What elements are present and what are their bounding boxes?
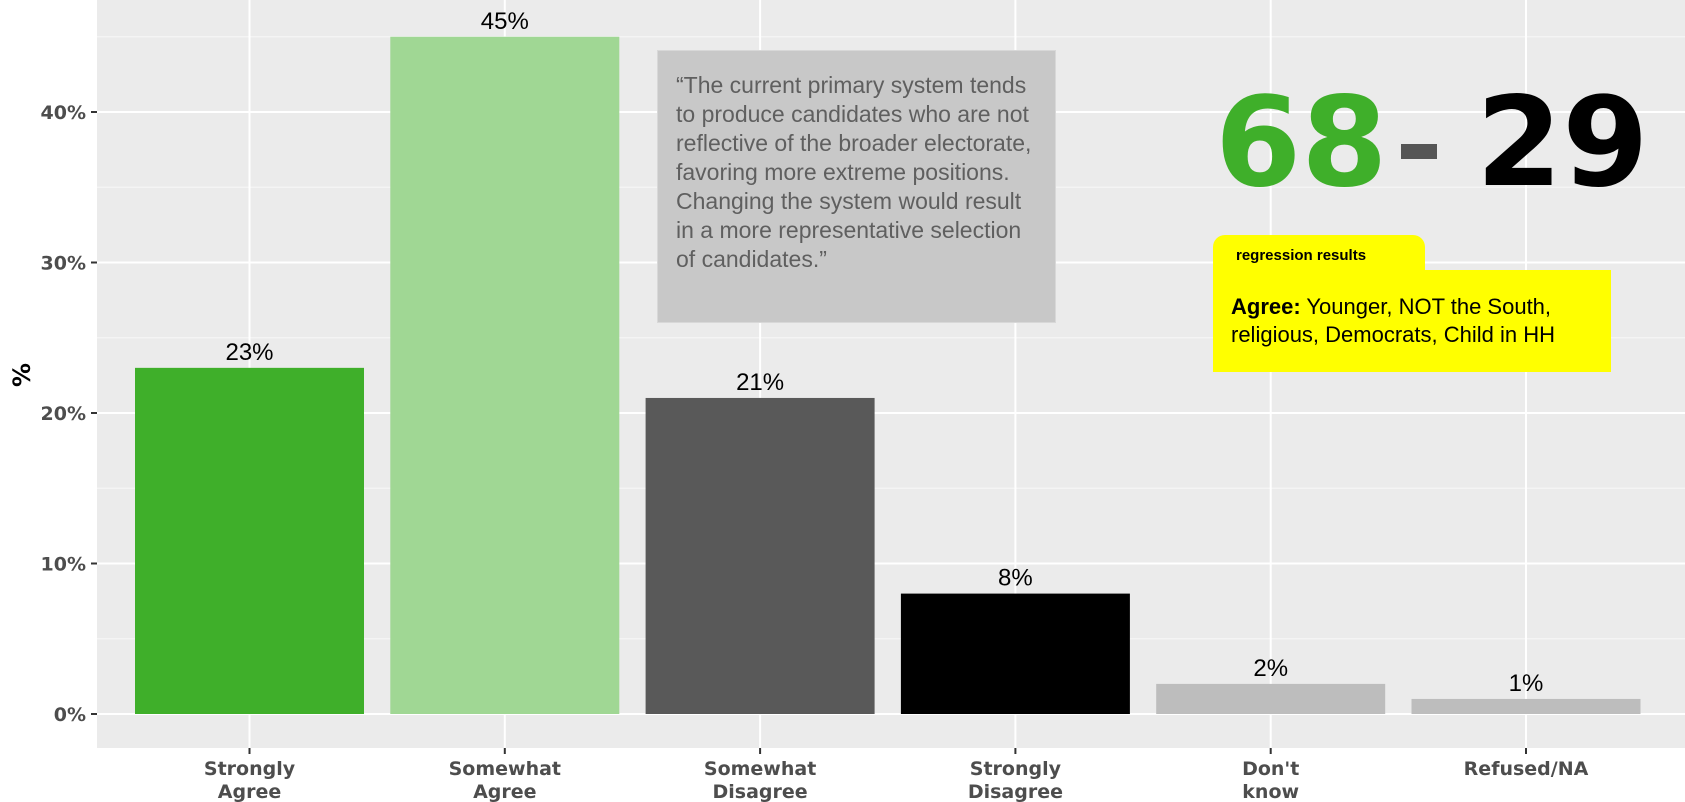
quote-box: “The current primary system tends to pro… — [657, 50, 1056, 323]
y-tick-label: 30% — [41, 253, 86, 275]
bar — [900, 593, 1130, 714]
regression-heading: Agree: — [1231, 294, 1301, 319]
bar — [1411, 698, 1641, 714]
bar-data-label: 45% — [481, 8, 529, 35]
quote-text: “The current primary system tends to pro… — [676, 72, 1032, 272]
y-axis-title: % — [8, 363, 36, 387]
y-tick-label: 10% — [41, 554, 86, 576]
y-tick-label: 40% — [41, 102, 86, 124]
bar-labels: 23% 45% 21% 8% 2% 1% — [225, 8, 1543, 697]
y-tick-label: 20% — [41, 403, 86, 425]
regression-text: Younger, NOT the South, religious, Democ… — [1231, 294, 1555, 347]
y-axis: 0% 10% 20% 30% 40% — [41, 102, 97, 726]
x-tick-label: Don't know — [1242, 758, 1299, 802]
bars — [135, 36, 1641, 714]
score-separator — [1401, 144, 1437, 159]
x-tick-label: Somewhat Agree — [449, 758, 561, 802]
bar-data-label: 23% — [225, 339, 273, 366]
x-axis: Strongly Agree Somewhat Agree Somewhat Disagr… — [204, 748, 1589, 802]
bar — [645, 397, 875, 714]
x-tick-label: Strongly Agree — [204, 758, 296, 802]
regression-box: Agree: Younger, NOT the South, religious… — [1213, 270, 1611, 372]
bar — [1156, 683, 1386, 714]
x-tick-label: Refused/NA — [1464, 758, 1589, 780]
y-tick-label: 0% — [54, 704, 86, 726]
bar-data-label: 2% — [1253, 655, 1288, 682]
bar-data-label: 21% — [736, 369, 784, 396]
x-tick-label: Somewhat Disagree — [704, 758, 816, 802]
regression-tab: regression results — [1213, 235, 1425, 273]
score-agree: 68 — [1215, 71, 1388, 215]
bar-data-label: 8% — [998, 565, 1033, 592]
regression-tab-label: regression results — [1236, 247, 1367, 264]
bar — [390, 36, 620, 714]
x-tick-label: Strongly Disagree — [968, 758, 1063, 802]
score-disagree: 29 — [1476, 71, 1649, 215]
bar-data-label: 1% — [1509, 670, 1544, 697]
bar — [135, 367, 364, 714]
